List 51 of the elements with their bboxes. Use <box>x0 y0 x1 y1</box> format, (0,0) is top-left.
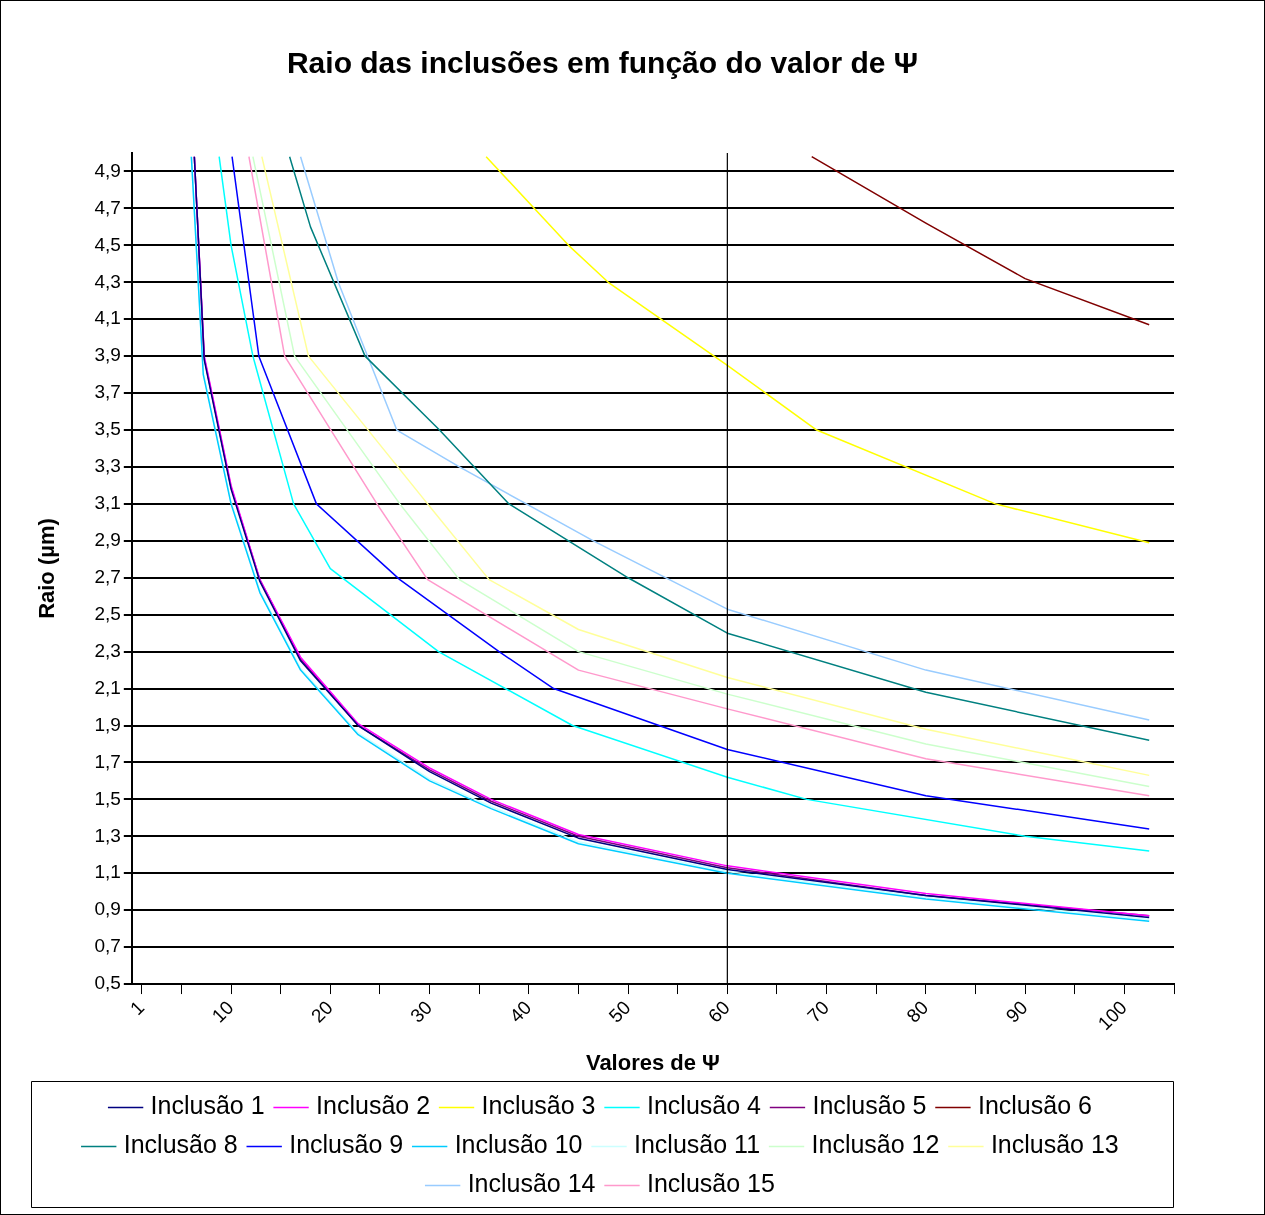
y-tick-label: 2,5 <box>94 602 121 624</box>
x-tick-label: 1 <box>125 996 149 1020</box>
legend-label: Inclusão 3 <box>481 1091 596 1120</box>
x-tick-label: 20 <box>307 996 337 1027</box>
x-tick-label: 70 <box>803 996 834 1027</box>
x-tick-label: 30 <box>406 996 437 1027</box>
y-tick-label: 2,1 <box>94 676 121 698</box>
y-tick-label: 2,7 <box>94 566 121 587</box>
y-tick-label: 0,5 <box>94 972 121 994</box>
x-tick-label: 10 <box>207 996 238 1027</box>
x-tick-label: 80 <box>902 996 933 1027</box>
legend-label: Inclusão 4 <box>647 1091 762 1120</box>
y-tick-label: 4,3 <box>94 270 121 292</box>
x-tick-label: 100 <box>1093 996 1131 1035</box>
y-tick-label: 3,7 <box>94 381 121 403</box>
y-tick-label: 2,9 <box>94 529 121 551</box>
y-axis-title: Raio (µm) <box>34 518 60 619</box>
x-tick-label: 50 <box>604 996 635 1027</box>
legend-label: Inclusão 6 <box>977 1091 1092 1120</box>
legend-label: Inclusão 8 <box>123 1130 238 1159</box>
legend-label: Inclusão 5 <box>812 1091 927 1120</box>
y-tick-label: 2,3 <box>94 639 121 661</box>
y-tick-label: 0,7 <box>94 935 121 957</box>
legend-label: Inclusão 10 <box>454 1130 583 1159</box>
y-tick-label: 4,9 <box>94 159 121 181</box>
legend-label: Inclusão 1 <box>150 1091 265 1120</box>
legend-label: Inclusão 12 <box>811 1130 940 1159</box>
legend-label: Inclusão 11 <box>634 1130 761 1159</box>
x-axis-title: Valores de Ψ <box>585 1049 720 1075</box>
y-tick-label: 3,1 <box>94 492 121 514</box>
x-tick-label: 90 <box>1001 996 1032 1027</box>
y-tick-label: 1,1 <box>94 861 121 883</box>
legend-label: Inclusão 15 <box>647 1169 775 1198</box>
y-tick-label: 3,3 <box>94 455 121 477</box>
chart-title: Raio das inclusões em função do valor de Ψ <box>286 46 919 80</box>
legend-label: Inclusão 14 <box>467 1169 596 1198</box>
legend-label: Inclusão 2 <box>316 1091 431 1120</box>
y-tick-label: 1,9 <box>94 713 121 735</box>
legend-label: Inclusão 9 <box>289 1130 404 1159</box>
legend-label: Inclusão 13 <box>990 1130 1119 1159</box>
y-tick-label: 1,5 <box>94 787 121 809</box>
y-tick-label: 1,7 <box>94 750 121 772</box>
x-tick-label: 40 <box>505 996 536 1027</box>
y-tick-label: 4,5 <box>94 233 121 255</box>
x-tick-label: 60 <box>704 996 734 1027</box>
y-tick-label: 0,9 <box>94 898 121 920</box>
y-tick-label: 3,9 <box>94 344 121 366</box>
y-tick-label: 4,1 <box>94 307 121 329</box>
y-tick-label: 3,5 <box>94 418 121 440</box>
y-tick-label: 1,3 <box>94 824 121 846</box>
y-tick-label: 4,7 <box>94 196 121 218</box>
